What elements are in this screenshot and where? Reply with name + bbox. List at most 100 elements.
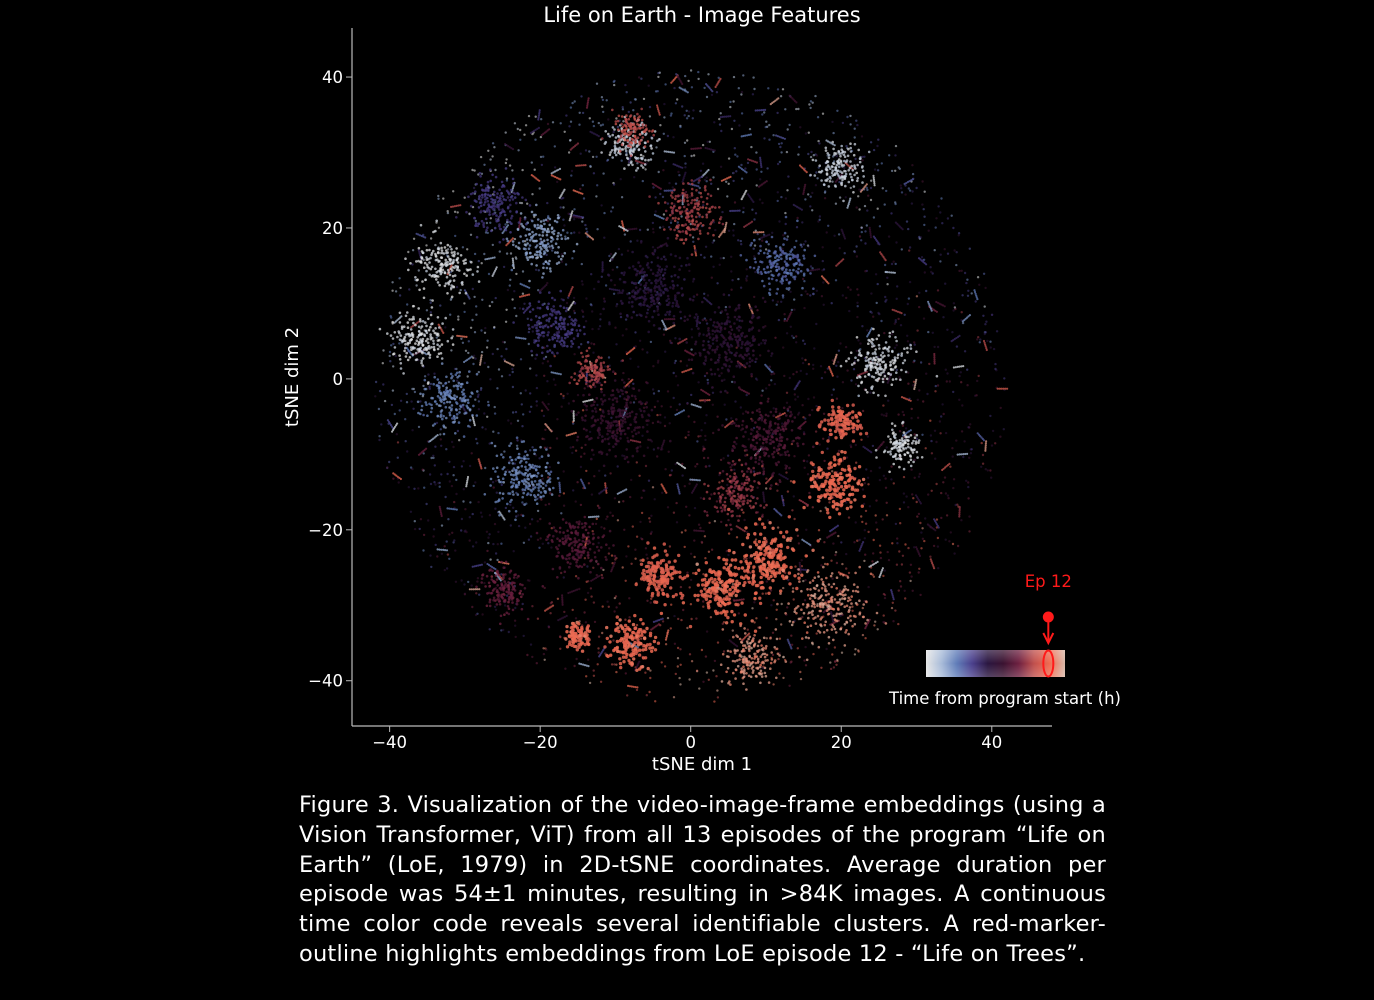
embedding-point [672,511,676,514]
embedding-point [989,346,992,349]
embedding-point [587,97,590,100]
embedding-point [907,382,910,385]
embedding-point [747,133,751,136]
embedding-point [609,472,612,475]
embedding-point [864,553,867,556]
embedding-point [853,127,856,130]
embedding-point [631,644,635,648]
embedding-point [425,502,428,506]
embedding-point [509,524,512,527]
embedding-point [503,450,506,453]
embedding-point [565,114,568,117]
embedding-point [591,155,595,159]
embedding-point [466,475,470,479]
embedding-point [761,236,764,239]
embedding-point [581,220,584,223]
embedding-point [700,429,703,432]
embedding-point [994,362,997,366]
embedding-point [845,506,850,511]
embedding-point [826,511,830,515]
embedding-point [666,390,670,393]
embedding-point [556,597,560,600]
embedding-point [796,647,799,650]
embedding-point [910,407,913,411]
embedding-point [387,420,390,423]
embedding-point [628,597,631,600]
embedding-point [767,243,770,246]
embedding-point [973,290,977,294]
embedding-point [908,246,912,249]
embedding-point [763,111,766,114]
embedding-point [743,636,747,639]
embedding-point [491,243,494,247]
embedding-point [887,399,890,402]
embedding-point [542,652,546,656]
embedding-point [697,181,700,184]
embedding-point [491,566,494,569]
embedding-point [827,496,832,501]
embedding-point [608,547,611,550]
embedding-point [492,186,495,189]
embedding-point [741,364,744,367]
embedding-point [591,310,594,313]
embedding-point [501,515,504,518]
embedding-point [917,512,921,516]
embedding-point [477,564,480,567]
embedding-point [520,457,523,460]
embedding-point [530,518,534,521]
embedding-point [863,559,866,563]
embedding-point [809,106,812,110]
embedding-point [831,359,834,362]
embedding-point [704,655,708,658]
embedding-point [895,563,899,566]
embedding-point [833,463,837,467]
embedding-point [601,266,604,269]
embedding-point [684,349,687,352]
embedding-point [760,566,765,571]
embedding-point [724,178,727,181]
tsne-scatter-chart: Life on Earth - Image Features −40 −20 0 20… [282,3,1121,775]
embedding-point [717,556,721,560]
embedding-point [616,649,620,653]
embedding-point [386,419,389,422]
embedding-point [560,193,563,196]
embedding-point [719,611,724,615]
embedding-point [828,515,832,520]
embedding-point [780,151,783,154]
embedding-point [927,229,930,232]
embedding-point [592,669,595,672]
embedding-point [894,319,897,322]
embedding-point [776,191,779,194]
embedding-point [759,162,763,165]
embedding-point [810,150,813,154]
embedding-point [627,619,631,623]
embedding-point [765,477,768,480]
embedding-point [804,554,808,558]
embedding-point [685,364,689,367]
embedding-point [828,493,833,497]
embedding-point [753,218,756,221]
embedding-point [895,344,898,347]
embedding-point [445,448,448,451]
embedding-point [555,176,559,179]
embedding-point [882,404,885,407]
embedding-point [559,373,562,376]
embedding-point [958,365,961,368]
embedding-point [872,216,876,219]
embedding-point [440,524,444,527]
embedding-point [663,243,666,246]
embedding-point [603,527,606,530]
embedding-point [639,520,642,524]
embedding-point [433,481,436,484]
embedding-point [685,337,688,341]
embedding-point [513,237,517,241]
embedding-point [613,497,617,500]
embedding-point [832,621,835,625]
embedding-point [459,335,462,338]
embedding-point [966,452,969,455]
embedding-point [422,235,425,238]
embedding-point [541,362,544,365]
embedding-point [989,340,992,343]
embedding-point [702,600,705,603]
embedding-point [480,563,483,566]
